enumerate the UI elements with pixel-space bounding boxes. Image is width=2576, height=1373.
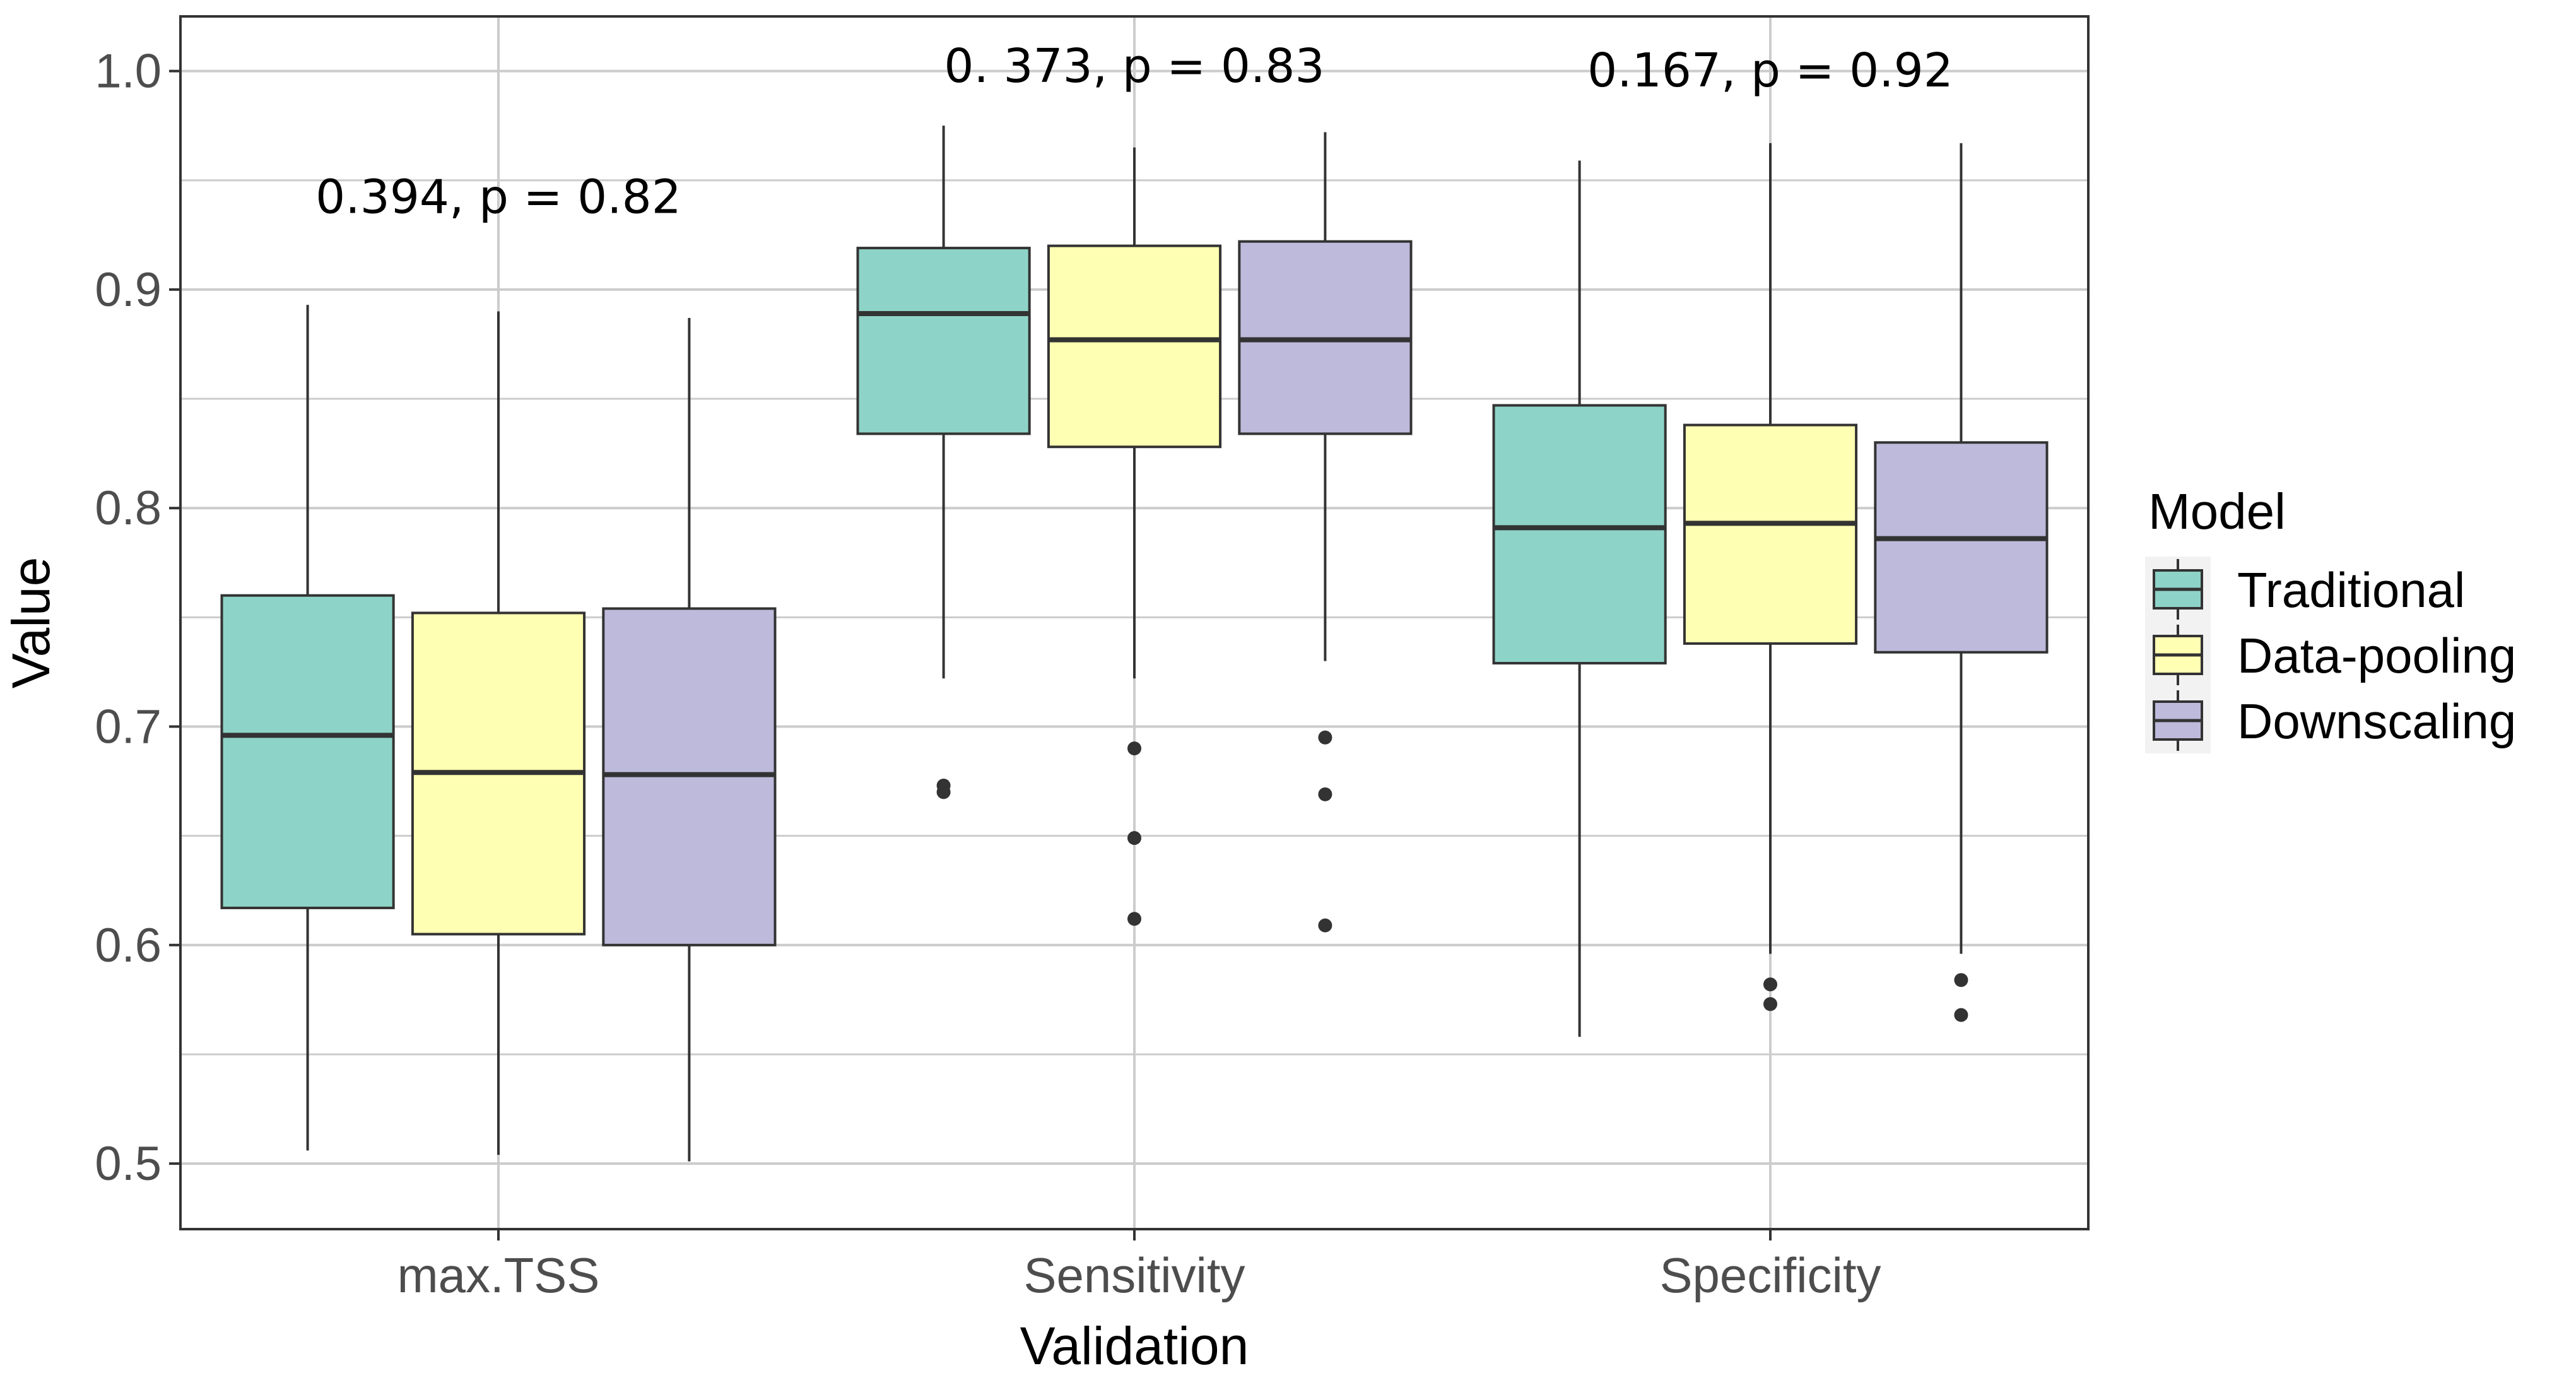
outlier-point [1318, 918, 1332, 933]
legend-item-downscaling: Downscaling [2145, 688, 2516, 753]
y-axis: 0.5 0.6 0.7 0.8 0.9 1.0 [95, 45, 180, 1191]
box-body [1047, 244, 1222, 449]
outlier-point [1127, 912, 1141, 926]
box-body [1492, 404, 1667, 665]
box-body [1683, 423, 1858, 645]
annotation-text: 0.394, p = 0.82 [315, 170, 681, 225]
annotation-text: 0. 373, p = 0.83 [944, 39, 1324, 93]
outlier-point [936, 778, 951, 793]
outlier-point [1127, 831, 1141, 846]
legend-item-data-pooling: Data-pooling [2145, 622, 2516, 688]
y-tick-label: 1.0 [95, 45, 162, 98]
legend-title: Model [2148, 483, 2286, 539]
annotations: 0.394, p = 0.82 0. 373, p = 0.83 0.167, p … [315, 39, 1953, 225]
box-series [220, 126, 2049, 1162]
box-data-pooling-sensitivity [1047, 147, 1222, 926]
legend-label: Downscaling [2237, 693, 2516, 749]
outlier-point [1763, 977, 1777, 992]
box-downscaling-sensitivity [1238, 132, 1413, 933]
outlier-point [1954, 1008, 1968, 1022]
box-traditional-specificity [1492, 160, 1667, 1037]
box-body [856, 247, 1031, 435]
legend: Model Traditional Data-pooling Downscaling [2145, 483, 2516, 753]
box-downscaling-specificity [1874, 143, 2049, 1022]
box-body [1874, 441, 2049, 654]
y-tick-label: 0.8 [95, 481, 162, 535]
outlier-point [1763, 997, 1777, 1011]
box-data-pooling-specificity [1683, 143, 1858, 1011]
outlier-point [1318, 787, 1332, 801]
outlier-point [1954, 973, 1968, 987]
legend-item-traditional: Traditional [2145, 557, 2465, 622]
x-axis: max.TSS Sensitivity Specificity [397, 1229, 1881, 1303]
outlier-point [1318, 730, 1332, 745]
legend-label: Traditional [2237, 562, 2465, 618]
y-tick-label: 0.9 [95, 263, 162, 317]
y-axis-title: Value [1, 557, 61, 689]
box-traditional-max-tss [220, 305, 395, 1151]
x-tick-label: Sensitivity [1023, 1247, 1245, 1303]
x-tick-label: Specificity [1659, 1247, 1881, 1303]
x-tick-label: max.TSS [397, 1247, 600, 1303]
annotation-text: 0.167, p = 0.92 [1587, 44, 1953, 98]
x-axis-title: Validation [1020, 1316, 1249, 1373]
box-downscaling-max-tss [602, 317, 777, 1162]
y-tick-label: 0.5 [95, 1137, 162, 1191]
y-tick-label: 0.6 [95, 919, 162, 972]
box-traditional-sensitivity [856, 126, 1031, 799]
box-data-pooling-max-tss [411, 311, 586, 1155]
outlier-point [1127, 741, 1141, 756]
series-traditional [220, 126, 1667, 1151]
y-tick-label: 0.7 [95, 700, 162, 753]
legend-label: Data-pooling [2237, 628, 2516, 683]
series-downscaling [602, 132, 2049, 1162]
series-data-pooling [411, 143, 1858, 1155]
legend-keys: Traditional Data-pooling Downscaling [2145, 557, 2516, 753]
box-body [220, 594, 395, 909]
